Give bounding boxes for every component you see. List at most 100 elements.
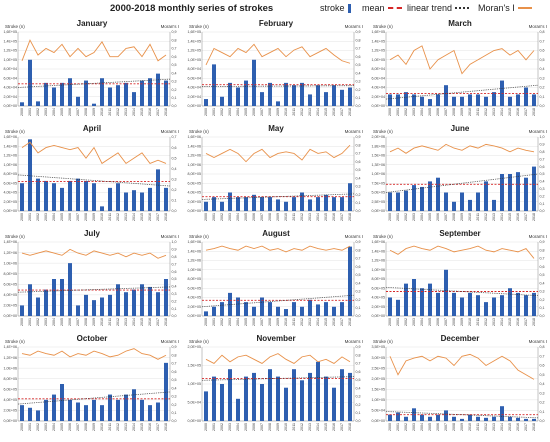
x-tick-label: 2007 xyxy=(260,423,264,431)
y2-tick-label: 0,1 xyxy=(356,201,361,205)
y-axis-label: Stroke (n) xyxy=(189,339,209,344)
bar xyxy=(76,305,80,316)
y2-axis-label: Moran's I xyxy=(344,339,363,344)
chart-panel-july: 0,0E+00 2,0E+05 4,0E+05 6,0E+05 8,0E+05 1,0E+… xyxy=(2,228,182,332)
y-tick-label: 2,0E+05 xyxy=(4,200,18,204)
x-tick-label: 2008 xyxy=(84,423,88,431)
y2-tick-label: 0,8 xyxy=(356,143,361,147)
bar xyxy=(300,306,304,316)
bar xyxy=(212,197,216,211)
y-tick-label: 4,0E+04 xyxy=(188,86,202,90)
bar xyxy=(460,192,464,211)
y-tick-label: 1,3E+06 xyxy=(372,163,386,167)
bar xyxy=(436,292,440,316)
bar xyxy=(404,416,408,421)
legend-trend: linear trend xyxy=(407,3,470,13)
bar xyxy=(332,306,336,316)
x-tick-label: 2016 xyxy=(148,213,152,221)
x-tick-label: 2018 xyxy=(532,108,536,116)
x-tick-label: 2014 xyxy=(500,213,504,221)
bar xyxy=(428,181,432,211)
bar xyxy=(28,59,32,106)
x-tick-label: 2002 xyxy=(220,213,224,221)
x-tick-label: 2005 xyxy=(428,318,432,326)
y-axis-label: Stroke (n) xyxy=(5,24,25,29)
bar xyxy=(284,387,288,421)
chart-panel-may: 0,0E+00 2,0E+05 4,0E+05 6,0E+05 8,0E+05 1,0E+… xyxy=(186,123,366,227)
bar xyxy=(500,295,504,316)
bar xyxy=(132,92,136,106)
y2-tick-label: 0,6 xyxy=(356,265,361,269)
bar xyxy=(484,181,488,211)
bar xyxy=(244,80,248,106)
bar xyxy=(68,78,72,106)
x-tick-label: 2009 xyxy=(276,213,280,221)
y-tick-label: 1,4E+05 xyxy=(372,39,386,43)
x-tick-label: 2016 xyxy=(332,423,336,431)
bar xyxy=(252,306,256,316)
y2-tick-label: 0,9 xyxy=(172,248,177,252)
y2-tick-label: 0,4 xyxy=(356,71,361,75)
y-tick-label: 1,2E+05 xyxy=(372,49,386,53)
bar xyxy=(228,369,232,421)
y2-tick-label: 0,2 xyxy=(540,298,545,302)
bar xyxy=(444,85,448,106)
y-tick-label: 1,2E+06 xyxy=(4,154,18,158)
y2-tick-label: 0,6 xyxy=(540,265,545,269)
x-tick-label: 2014 xyxy=(500,423,504,431)
x-tick-label: 2005 xyxy=(60,108,64,116)
y-tick-label: 6,0E+05 xyxy=(4,181,18,185)
y2-tick-label: 0,5 xyxy=(356,273,361,277)
bar xyxy=(348,246,352,316)
bar xyxy=(284,309,288,316)
y-tick-label: 1,6E+06 xyxy=(4,135,18,139)
bar xyxy=(92,103,96,106)
x-tick-label: 2004 xyxy=(236,318,240,326)
x-tick-label: 2005 xyxy=(244,213,248,221)
y-axis-label: Stroke (n) xyxy=(189,24,209,29)
y-tick-label: 8,0E+04 xyxy=(372,67,386,71)
x-tick-label: 2016 xyxy=(148,318,152,326)
y-tick-label: 6,0E+05 xyxy=(4,282,18,286)
y-tick-label: 2,0E+04 xyxy=(188,95,202,99)
bar xyxy=(420,414,424,421)
y2-axis-label: Moran's I xyxy=(160,234,179,239)
bar xyxy=(244,197,248,211)
x-tick-label: 2008 xyxy=(268,213,272,221)
bar xyxy=(316,197,320,211)
y-tick-label: 0,0E+00 xyxy=(4,209,18,213)
bar xyxy=(484,302,488,316)
y-tick-label: 0,0E+00 xyxy=(372,314,386,318)
y2-tick-label: 0,9 xyxy=(356,345,361,349)
bar xyxy=(516,94,520,106)
bar xyxy=(236,197,240,211)
y-tick-label: 1,4E+06 xyxy=(4,144,18,148)
bar xyxy=(148,187,152,211)
chart-svg: 0,0E+00 2,0E+05 4,0E+05 6,0E+05 8,0E+05 1,0E+… xyxy=(188,240,361,326)
bar xyxy=(532,94,536,106)
x-tick-label: 2015 xyxy=(140,423,144,431)
dotted-line-icon xyxy=(455,7,470,9)
y-tick-label: 8,0E+05 xyxy=(188,277,202,281)
y-tick-label: 8,0E+05 xyxy=(4,377,18,381)
y-tick-label: 1,2E+05 xyxy=(188,49,202,53)
x-tick-label: 2006 xyxy=(68,108,72,116)
x-tick-label: 2015 xyxy=(508,423,512,431)
x-tick-label: 2018 xyxy=(164,213,168,221)
bar xyxy=(532,166,536,211)
y2-tick-label: 0,7 xyxy=(172,362,177,366)
x-tick-label: 2002 xyxy=(36,318,40,326)
panel-title: September xyxy=(439,229,481,238)
x-tick-label: 2001 xyxy=(212,213,216,221)
y-tick-label: 2,0E+05 xyxy=(4,304,18,308)
chart-svg: 0,0E+00 2,0E+05 4,0E+05 6,0E+05 8,0E+05 1,0E+… xyxy=(372,240,545,326)
bar xyxy=(124,82,128,106)
y2-tick-label: 1,0 xyxy=(540,135,545,139)
x-tick-label: 2010 xyxy=(100,318,104,326)
y-tick-label: 1,0E+06 xyxy=(372,172,386,176)
x-tick-label: 2017 xyxy=(340,213,344,221)
moran-line xyxy=(205,353,351,364)
x-tick-label: 2017 xyxy=(156,213,160,221)
x-tick-label: 2012 xyxy=(116,213,120,221)
y2-tick-label: 0,3 xyxy=(356,395,361,399)
